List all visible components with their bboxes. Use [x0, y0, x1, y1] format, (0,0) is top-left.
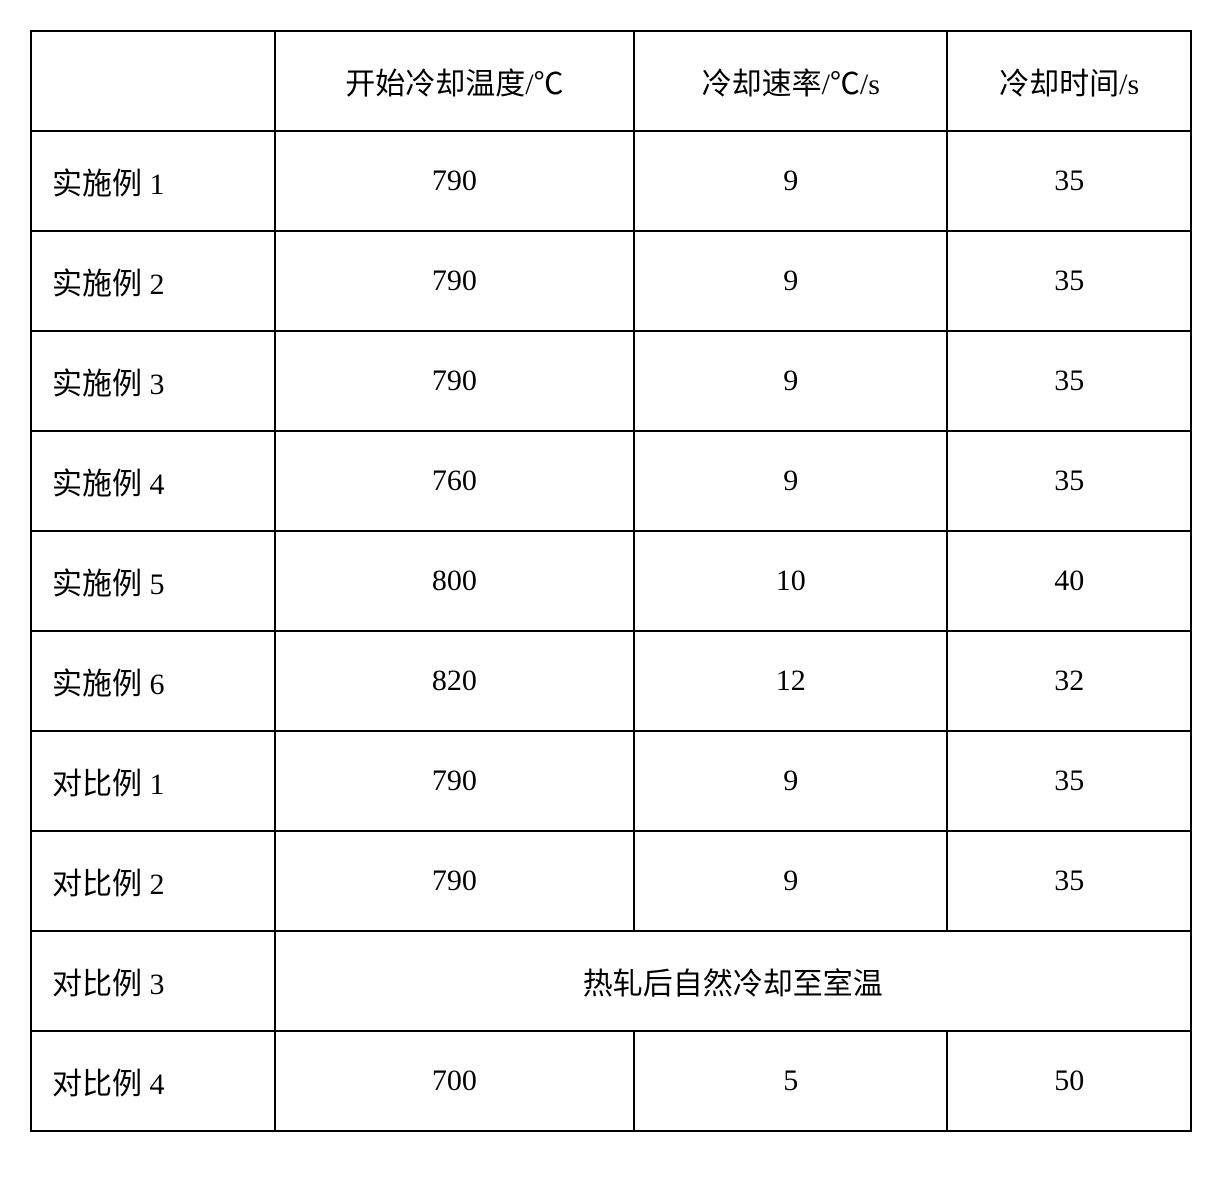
- table-row: 实施例 2 790 9 35: [31, 231, 1191, 331]
- col-header-start-temp: 开始冷却温度/℃: [275, 31, 635, 131]
- cell-time: 32: [947, 631, 1191, 731]
- cell-start-temp: 790: [275, 331, 635, 431]
- row-label: 对比例 2: [31, 831, 275, 931]
- cell-rate: 9: [634, 431, 947, 531]
- cell-time: 35: [947, 831, 1191, 931]
- table-row: 对比例 2 790 9 35: [31, 831, 1191, 931]
- cell-rate: 9: [634, 131, 947, 231]
- row-label: 对比例 3: [31, 931, 275, 1031]
- table-header-row: 开始冷却温度/℃ 冷却速率/℃/s 冷却时间/s: [31, 31, 1191, 131]
- table-body: 实施例 1 790 9 35 实施例 2 790 9 35 实施例 3 790 …: [31, 131, 1191, 1131]
- cell-time: 35: [947, 331, 1191, 431]
- cell-merged-note: 热轧后自然冷却至室温: [275, 931, 1191, 1031]
- cell-rate: 9: [634, 831, 947, 931]
- cell-start-temp: 800: [275, 531, 635, 631]
- row-label: 实施例 4: [31, 431, 275, 531]
- table-row: 实施例 6 820 12 32: [31, 631, 1191, 731]
- row-label: 对比例 1: [31, 731, 275, 831]
- cell-start-temp: 790: [275, 231, 635, 331]
- table-row: 对比例 4 700 5 50: [31, 1031, 1191, 1131]
- col-header-blank: [31, 31, 275, 131]
- table-row: 对比例 3 热轧后自然冷却至室温: [31, 931, 1191, 1031]
- cell-start-temp: 790: [275, 131, 635, 231]
- cell-rate: 12: [634, 631, 947, 731]
- table-row: 实施例 3 790 9 35: [31, 331, 1191, 431]
- row-label: 实施例 2: [31, 231, 275, 331]
- row-label: 对比例 4: [31, 1031, 275, 1131]
- cell-rate: 9: [634, 331, 947, 431]
- cell-time: 35: [947, 431, 1191, 531]
- row-label: 实施例 1: [31, 131, 275, 231]
- cell-start-temp: 820: [275, 631, 635, 731]
- cell-time: 35: [947, 131, 1191, 231]
- row-label: 实施例 5: [31, 531, 275, 631]
- cooling-params-table: 开始冷却温度/℃ 冷却速率/℃/s 冷却时间/s 实施例 1 790 9 35 …: [30, 30, 1192, 1132]
- col-header-time: 冷却时间/s: [947, 31, 1191, 131]
- table-row: 对比例 1 790 9 35: [31, 731, 1191, 831]
- cell-start-temp: 760: [275, 431, 635, 531]
- cell-start-temp: 790: [275, 831, 635, 931]
- cell-rate: 10: [634, 531, 947, 631]
- cell-time: 35: [947, 731, 1191, 831]
- col-header-rate: 冷却速率/℃/s: [634, 31, 947, 131]
- cell-time: 35: [947, 231, 1191, 331]
- cell-start-temp: 790: [275, 731, 635, 831]
- cell-time: 40: [947, 531, 1191, 631]
- cell-time: 50: [947, 1031, 1191, 1131]
- row-label: 实施例 6: [31, 631, 275, 731]
- table-row: 实施例 1 790 9 35: [31, 131, 1191, 231]
- cell-rate: 9: [634, 231, 947, 331]
- cell-rate: 5: [634, 1031, 947, 1131]
- cell-rate: 9: [634, 731, 947, 831]
- row-label: 实施例 3: [31, 331, 275, 431]
- table-row: 实施例 4 760 9 35: [31, 431, 1191, 531]
- cell-start-temp: 700: [275, 1031, 635, 1131]
- table-row: 实施例 5 800 10 40: [31, 531, 1191, 631]
